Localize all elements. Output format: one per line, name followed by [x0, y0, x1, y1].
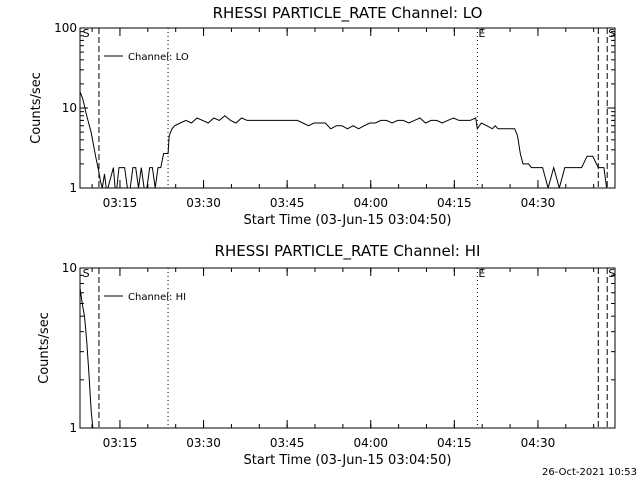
generation-timestamp: 26-Oct-2021 10:53	[542, 467, 637, 478]
data-series-line	[80, 91, 610, 188]
x-axis-label: Start Time (03-Jun-15 03:04:50)	[244, 453, 452, 468]
y-tick-label: 10	[62, 101, 77, 115]
x-tick-label: 03:30	[186, 196, 221, 210]
plot-frame	[79, 267, 616, 429]
event-marker-label: S	[83, 27, 90, 40]
y-tick-label: 1	[69, 421, 77, 435]
event-marker-label: S	[608, 27, 615, 40]
x-axis-label: Start Time (03-Jun-15 03:04:50)	[244, 213, 452, 228]
event-marker-label: E	[478, 267, 485, 280]
data-series-line	[80, 287, 94, 428]
event-marker-label: S	[608, 267, 615, 280]
y-tick-label: 100	[54, 21, 77, 35]
hi-channel-panel: RHESSI PARTICLE_RATE Channel: HI 1 10 03:15…	[37, 242, 616, 468]
y-axis-label: Counts/sec	[37, 312, 52, 384]
chart-title: RHESSI PARTICLE_RATE Channel: LO	[213, 4, 483, 23]
y-tick-label: 1	[69, 181, 77, 195]
x-tick-label: 03:45	[270, 196, 305, 210]
x-tick-label: 03:30	[186, 436, 221, 450]
x-tick-label: 03:45	[270, 436, 305, 450]
event-marker-label: E	[478, 27, 485, 40]
y-axis-label: Counts/sec	[29, 72, 44, 144]
x-tick-label: 04:30	[521, 196, 556, 210]
x-tick-label: 04:15	[437, 436, 472, 450]
event-marker-label: S	[83, 267, 90, 280]
x-tick-label: 03:15	[103, 196, 138, 210]
chart-title: RHESSI PARTICLE_RATE Channel: HI	[215, 242, 481, 261]
legend-label: Channel: HI	[128, 292, 186, 303]
x-tick-label: 04:30	[521, 436, 556, 450]
x-tick-label: 04:15	[437, 196, 472, 210]
lo-channel-panel: RHESSI PARTICLE_RATE Channel: LO 1 10 100 03…	[29, 4, 616, 228]
x-tick-label: 04:00	[353, 436, 388, 450]
x-tick-label: 04:00	[353, 196, 388, 210]
legend-label: Channel: LO	[128, 52, 189, 63]
x-tick-label: 03:15	[103, 436, 138, 450]
y-tick-label: 10	[62, 261, 77, 275]
